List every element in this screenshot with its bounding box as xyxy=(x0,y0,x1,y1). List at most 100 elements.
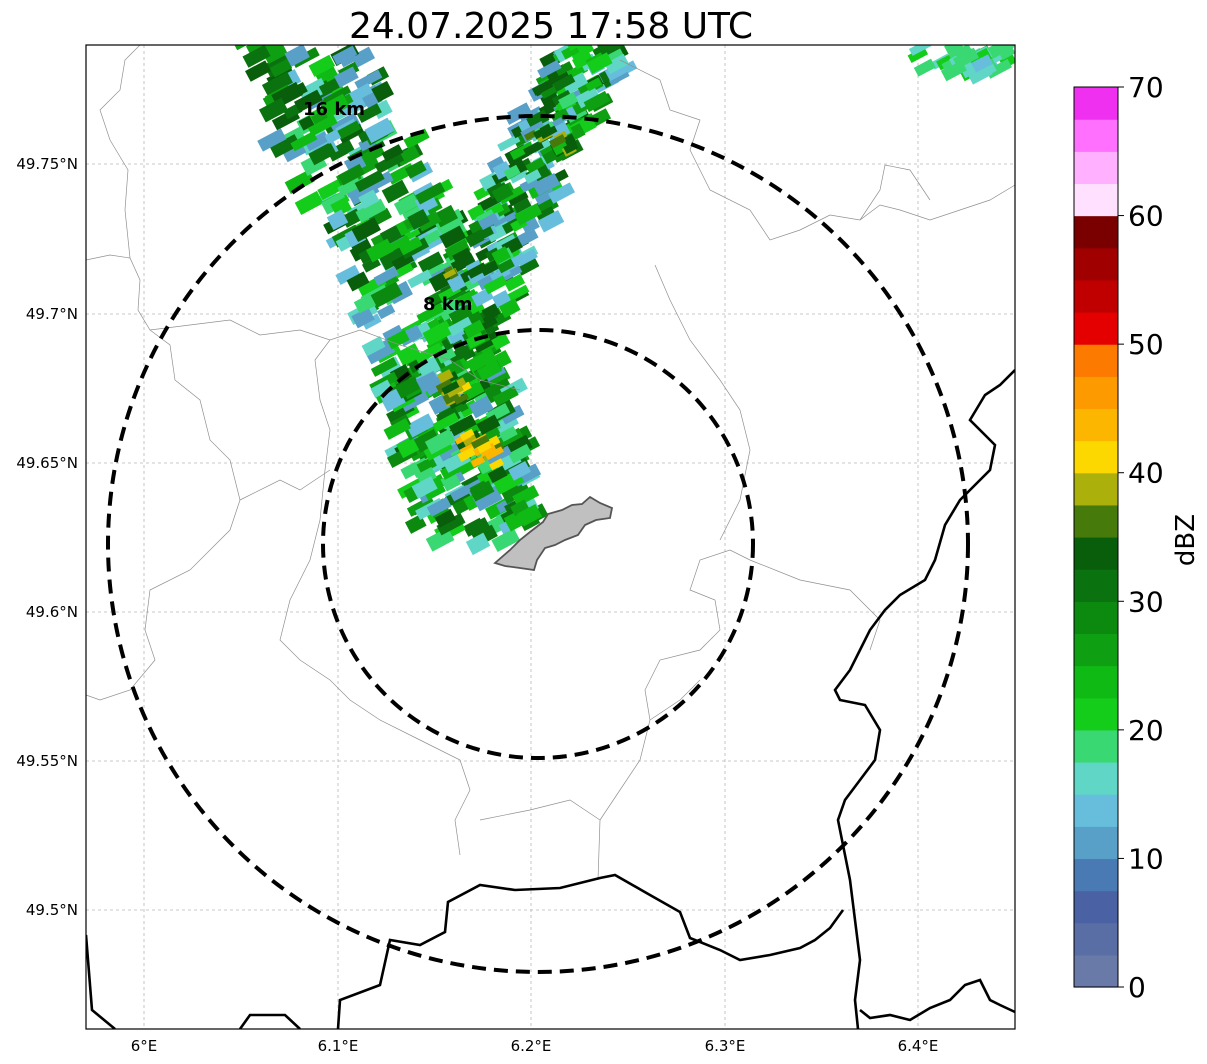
radar-cell xyxy=(463,319,485,339)
radar-cell xyxy=(269,58,293,78)
radar-cell xyxy=(424,429,456,455)
colorbar-segment xyxy=(1074,247,1118,281)
range-ring-16km xyxy=(106,114,970,974)
radar-cell xyxy=(539,89,560,108)
radar-cell xyxy=(292,25,315,43)
radar-cell xyxy=(563,141,579,155)
radar-cell xyxy=(450,252,476,273)
radar-cell xyxy=(468,225,494,245)
colorbar-frame xyxy=(1073,86,1119,988)
lon-tick: 6.4°E xyxy=(898,1037,939,1055)
radar-cell xyxy=(434,508,456,528)
radar-cell xyxy=(438,443,462,463)
radar-cell xyxy=(486,445,512,465)
radar-cell xyxy=(435,378,454,394)
radar-cell xyxy=(383,418,412,440)
colorbar-segment xyxy=(1074,729,1118,763)
radar-cell xyxy=(361,256,381,273)
radar-cell xyxy=(284,169,315,194)
colorbar-segment xyxy=(1074,826,1118,860)
radar-cell xyxy=(335,264,361,285)
radar-cell xyxy=(561,72,589,95)
radar-cell xyxy=(503,164,521,180)
radar-cell xyxy=(520,217,540,235)
radar-cell xyxy=(407,269,433,289)
radar-cell xyxy=(537,209,565,233)
radar-cell xyxy=(257,128,287,152)
radar-cell xyxy=(472,485,503,512)
colorbar-segment xyxy=(1074,119,1118,152)
radar-cell xyxy=(500,404,525,425)
radar-cell xyxy=(550,138,569,156)
radar-cell xyxy=(453,393,469,405)
radar-cell xyxy=(548,182,576,204)
radar-cell xyxy=(469,480,495,502)
colorbar-segment xyxy=(1074,537,1118,570)
radar-cell xyxy=(290,131,318,152)
lat-tick: 49.5°N xyxy=(26,901,78,919)
radar-cell xyxy=(498,427,525,450)
radar-cell xyxy=(358,189,380,209)
radar-cell xyxy=(483,377,514,404)
radar-cell xyxy=(523,140,544,157)
colorbar-segment xyxy=(1074,954,1118,988)
radar-cell xyxy=(504,273,526,292)
colorbar-segment xyxy=(1074,665,1118,699)
longitude-labels: 6°E 6.1°E 6.2°E 6.3°E 6.4°E xyxy=(131,1037,939,1055)
radar-cell xyxy=(326,209,349,231)
radar-cell xyxy=(269,134,301,159)
radar-cell xyxy=(566,45,590,52)
radar-cell xyxy=(351,46,376,68)
radar-cell xyxy=(478,442,496,457)
radar-cell xyxy=(486,155,507,174)
radar-cell xyxy=(415,182,446,205)
radar-cell xyxy=(551,89,572,106)
radar-cell xyxy=(308,54,336,77)
colorbar-segment xyxy=(1074,440,1118,474)
radar-cell xyxy=(348,180,380,206)
radar-cell xyxy=(533,186,556,205)
radar-cell xyxy=(365,238,394,263)
radar-cell xyxy=(452,247,472,264)
radar-cell xyxy=(401,391,430,412)
colorbar-segments xyxy=(1074,87,1118,988)
radar-cell xyxy=(476,359,503,381)
radar-cell xyxy=(996,45,1015,60)
radar-cell xyxy=(426,496,452,517)
colorbar-segment xyxy=(1074,151,1118,185)
map-title: 24.07.2025 17:58 UTC xyxy=(349,6,753,47)
lon-tick: 6°E xyxy=(131,1037,158,1055)
colorbar-segment xyxy=(1074,183,1118,217)
radar-cell xyxy=(492,385,519,407)
radar-cell xyxy=(489,458,504,471)
radar-cell xyxy=(499,426,518,442)
radar-cell xyxy=(361,313,382,330)
radar-cell xyxy=(535,206,556,222)
radar-cell xyxy=(478,212,500,231)
radar-cell xyxy=(465,532,491,556)
radar-cell xyxy=(405,413,435,438)
colorbar-segment xyxy=(1074,344,1118,377)
radar-cell xyxy=(508,443,532,464)
radar-cell xyxy=(364,338,396,365)
radar-cell xyxy=(379,246,409,271)
colorbar-segment xyxy=(1074,794,1118,827)
radar-cell xyxy=(481,303,501,321)
radar-cell xyxy=(944,45,964,56)
radar-cell xyxy=(341,97,366,117)
radar-cell xyxy=(258,97,289,123)
radar-cell xyxy=(470,434,490,449)
radar-cell xyxy=(330,196,352,218)
radar-cell xyxy=(337,163,365,186)
radar-cell xyxy=(398,236,423,256)
radar-cell xyxy=(448,414,477,437)
radar-cell xyxy=(496,256,515,274)
radar-cell xyxy=(491,332,511,351)
radar-cell xyxy=(444,238,471,261)
radar-cell xyxy=(416,356,441,379)
radar-cell xyxy=(415,370,441,394)
radar-cell xyxy=(508,460,531,481)
radar-cell xyxy=(491,290,512,309)
colorbar-tick-label: 70 xyxy=(1128,71,1164,104)
colorbar-segment xyxy=(1074,601,1118,635)
